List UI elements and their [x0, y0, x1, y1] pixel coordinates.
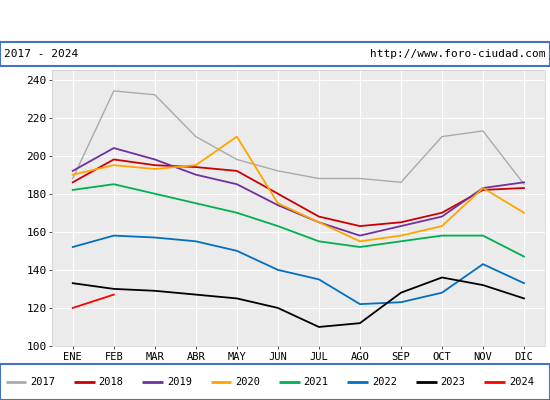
Text: 2020: 2020: [235, 377, 260, 387]
Text: 2018: 2018: [98, 377, 124, 387]
Text: Evolucion del paro registrado en Esparragalejo: Evolucion del paro registrado en Esparra…: [74, 14, 476, 28]
Text: 2021: 2021: [304, 377, 329, 387]
Text: 2022: 2022: [372, 377, 397, 387]
Text: 2024: 2024: [509, 377, 534, 387]
Text: 2017 - 2024: 2017 - 2024: [4, 49, 79, 59]
Text: 2017: 2017: [30, 377, 55, 387]
Text: 2019: 2019: [167, 377, 192, 387]
Text: 2023: 2023: [441, 377, 465, 387]
Text: http://www.foro-ciudad.com: http://www.foro-ciudad.com: [370, 49, 546, 59]
